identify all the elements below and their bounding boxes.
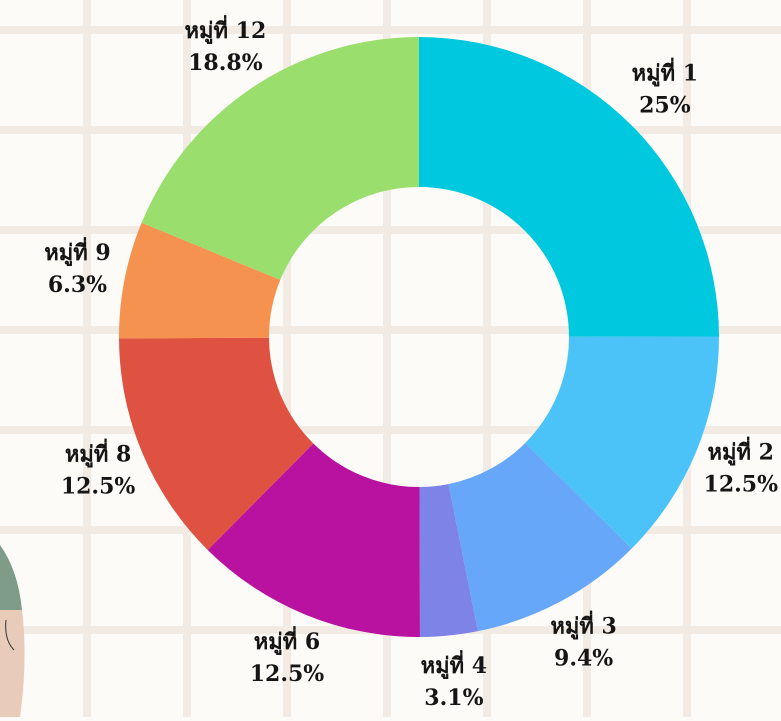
slice-value-label: 12.5% bbox=[250, 661, 325, 687]
slice-value-label: 12.5% bbox=[61, 474, 136, 500]
slice-label: หมู่ที่ 6 bbox=[254, 625, 320, 656]
donut-slice bbox=[207, 443, 420, 637]
slice-value-label: 25% bbox=[639, 93, 691, 119]
labels: หมู่ที่ 1 25% หมู่ที่ 2 12.5% หมู่ที่ 3 9.4% ห… bbox=[44, 14, 778, 711]
donut-slice bbox=[419, 37, 719, 337]
decoration bbox=[0, 545, 25, 717]
donut-slice bbox=[141, 37, 419, 280]
donut-slice bbox=[448, 442, 632, 632]
slice-label: หมู่ที่ 12 bbox=[184, 14, 266, 45]
slice-value-label: 6.3% bbox=[48, 272, 107, 298]
slice-label: หมู่ที่ 9 bbox=[44, 236, 110, 267]
slice-label: หมู่ที่ 2 bbox=[708, 436, 774, 467]
slice-label: หมู่ที่ 4 bbox=[421, 649, 487, 680]
slice-value-label: 3.1% bbox=[424, 685, 483, 711]
slice-value-label: 18.8% bbox=[188, 50, 263, 76]
donut-slice bbox=[119, 222, 281, 339]
donut-slice bbox=[119, 337, 314, 550]
slice-value-label: 9.4% bbox=[554, 646, 613, 672]
donut bbox=[119, 37, 719, 637]
slice-label: หมู่ที่ 3 bbox=[550, 610, 616, 641]
slice-label: หมู่ที่ 8 bbox=[65, 438, 131, 469]
slice-value-label: 12.5% bbox=[704, 472, 779, 498]
donut-slice bbox=[419, 484, 478, 637]
slice-label: หมู่ที่ 1 bbox=[632, 57, 698, 88]
donut-slice bbox=[525, 336, 719, 549]
